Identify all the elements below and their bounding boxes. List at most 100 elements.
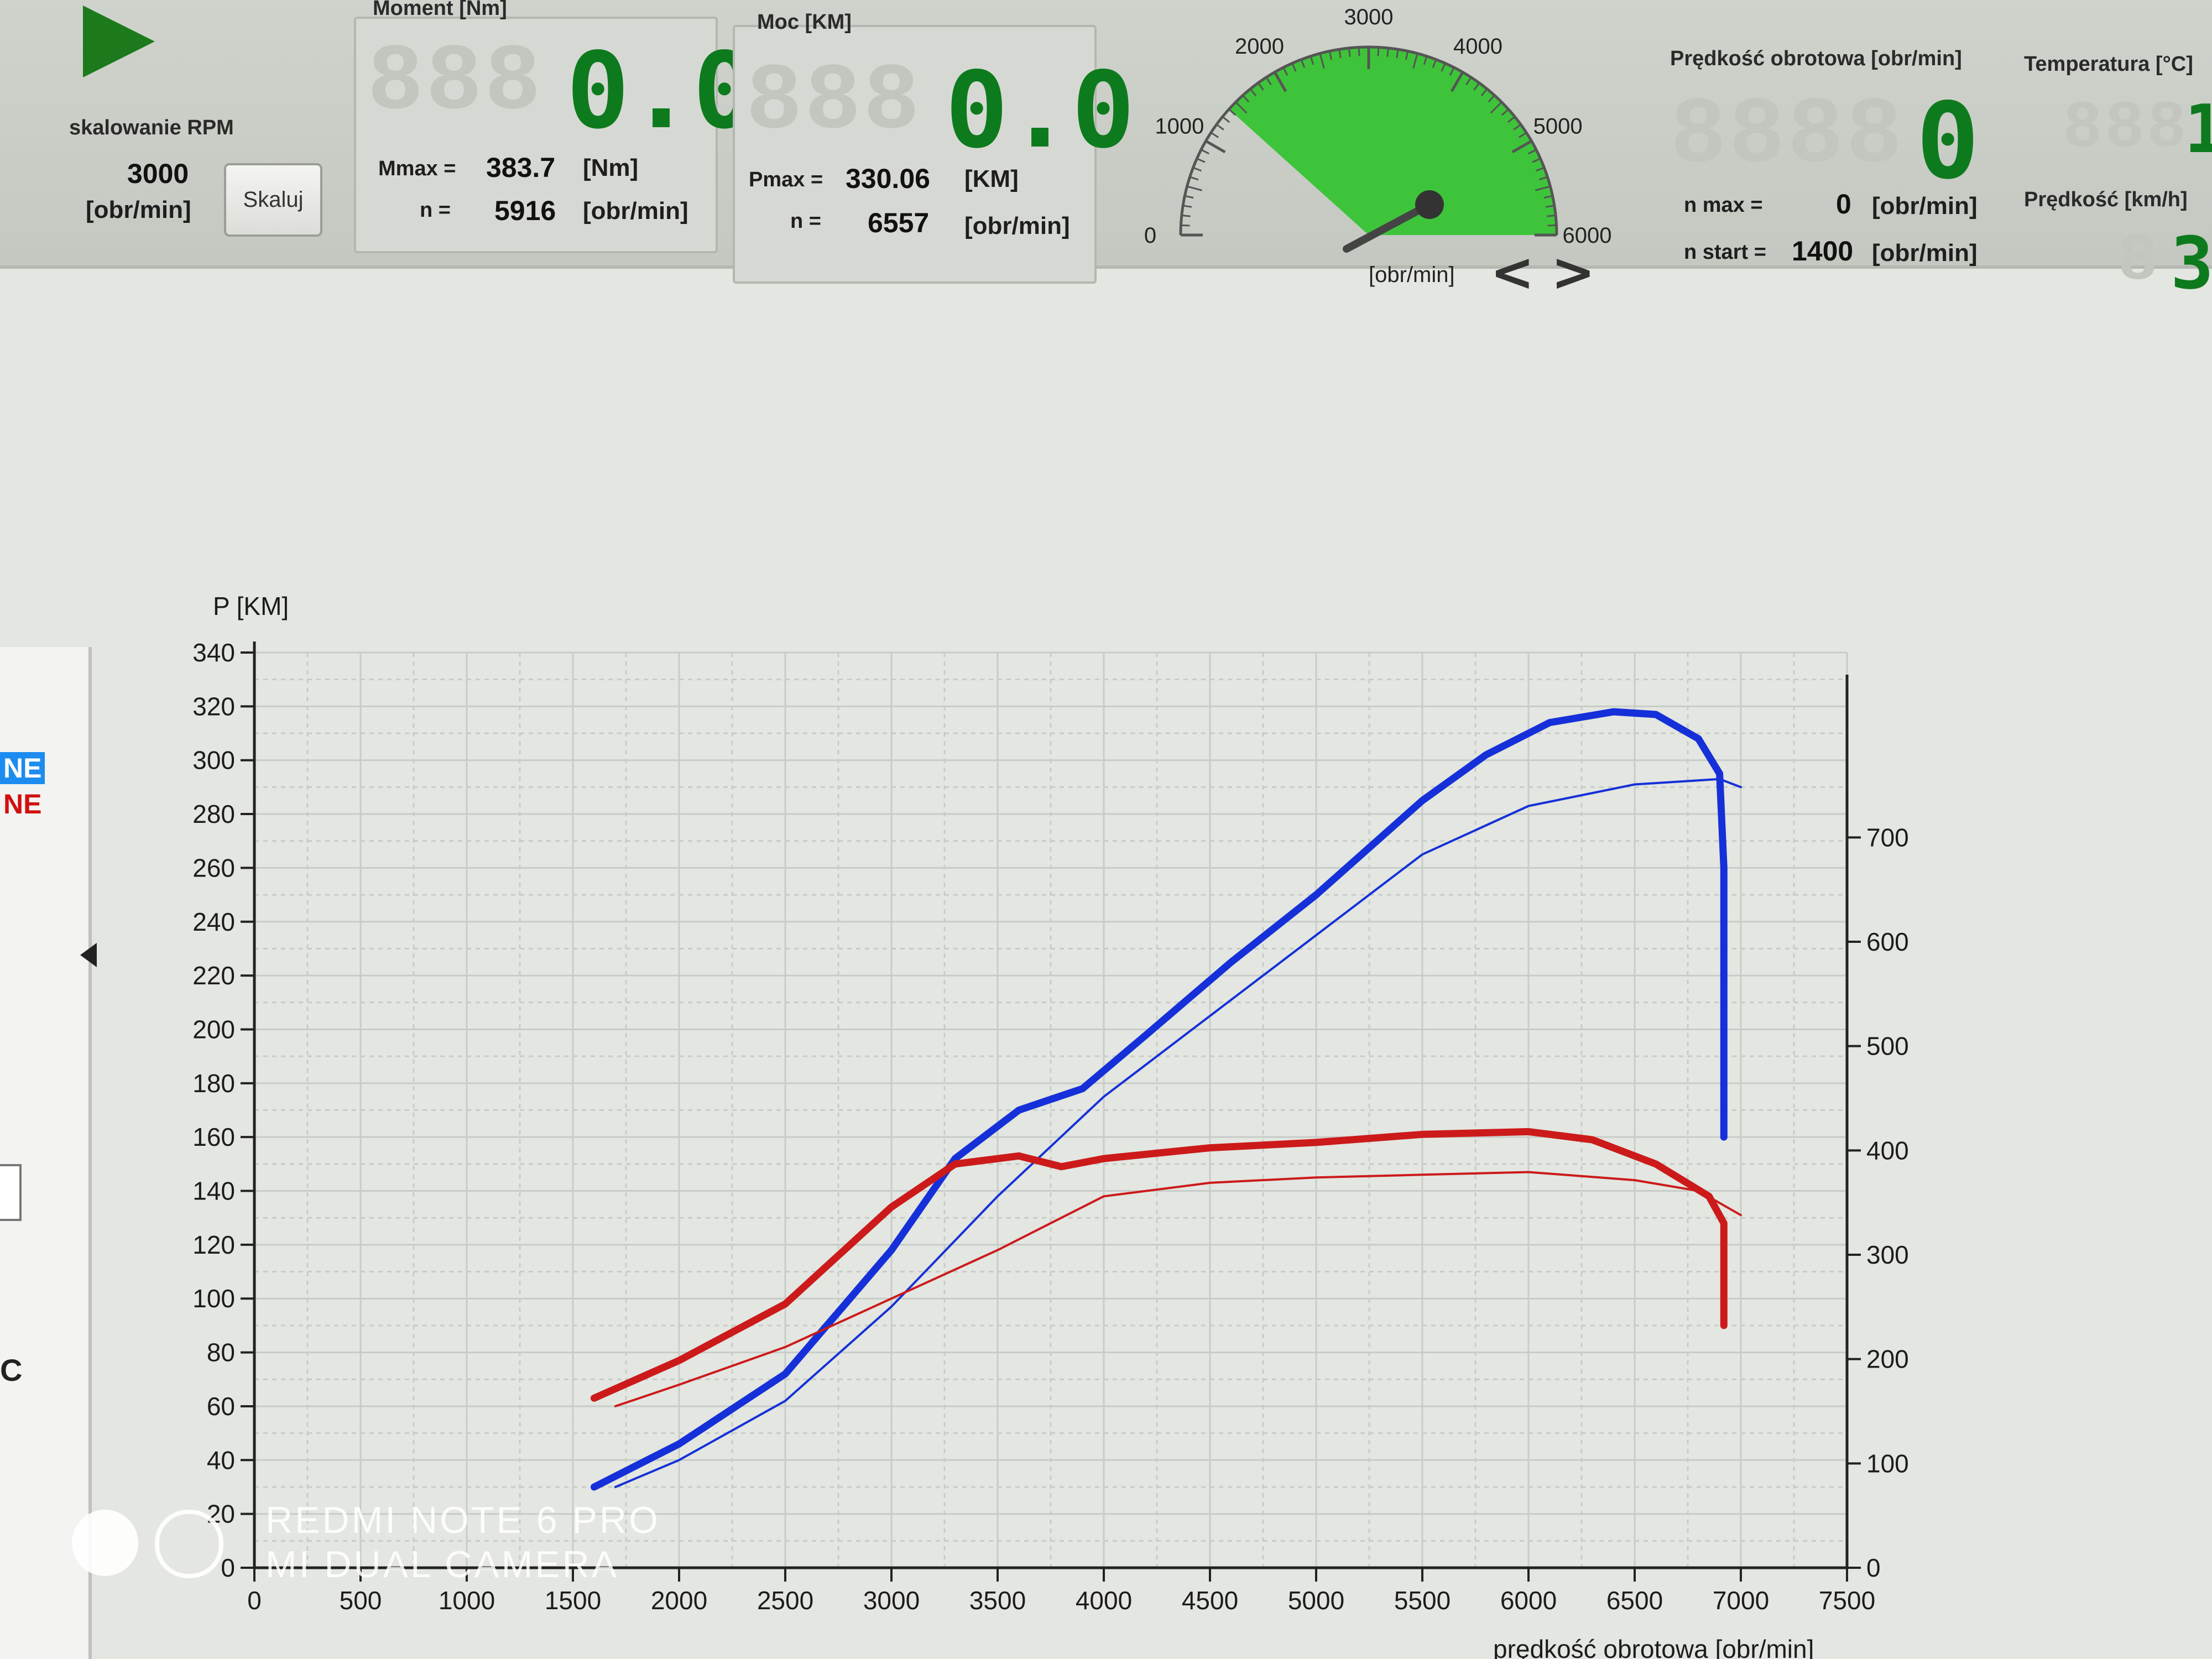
scale-button[interactable]: Skaluj bbox=[224, 163, 322, 237]
torque-max-label: Mmax = bbox=[378, 157, 456, 180]
x-tick-label: 4500 bbox=[1182, 1586, 1238, 1615]
torque-n-label: n = bbox=[420, 199, 451, 222]
x-tick-label: 7000 bbox=[1713, 1586, 1769, 1615]
gauge-tick bbox=[1328, 51, 1333, 60]
gauge-tick bbox=[1181, 224, 1190, 227]
gauge-tick bbox=[1501, 108, 1509, 116]
temp-value: 1 bbox=[2184, 91, 2212, 168]
gauge-tick bbox=[1181, 214, 1191, 217]
y2-tick-label: 0 bbox=[1866, 1553, 1881, 1582]
watermark-dot-ring bbox=[155, 1510, 223, 1578]
gauge-fill bbox=[1229, 47, 1557, 235]
y-tick-label: 180 bbox=[192, 1069, 235, 1098]
y-tick-label: 120 bbox=[192, 1230, 235, 1259]
torque-n-unit: [obr/min] bbox=[583, 197, 688, 225]
torque-ghost-digits: 888 bbox=[367, 30, 544, 137]
y2-tick-label: 300 bbox=[1866, 1240, 1909, 1269]
chart-series bbox=[590, 708, 1742, 1491]
power-ghost-digits: 888 bbox=[746, 49, 922, 156]
rpm-value: 0 bbox=[1916, 80, 1980, 202]
y-axis-title: P [KM] bbox=[213, 592, 289, 620]
speed-ghost-digit: 8 bbox=[2118, 224, 2161, 299]
side-field[interactable] bbox=[0, 1164, 22, 1221]
gauge-tick bbox=[1265, 77, 1272, 86]
gauge-tick bbox=[1310, 56, 1314, 65]
gauge-tick bbox=[1257, 82, 1264, 91]
y2-tick-label: 700 bbox=[1866, 823, 1909, 852]
gauge-tick bbox=[1507, 116, 1516, 123]
power-value: 0.0 bbox=[945, 49, 1135, 171]
rpm-panel: Prędkość obrotowa [obr/min] 8888 0 n max… bbox=[1659, 39, 1988, 299]
gauge-tick bbox=[1300, 59, 1306, 69]
side-letter-c: C bbox=[0, 1353, 23, 1387]
gauge-tick bbox=[1535, 166, 1545, 172]
scaling-unit: [obr/min] bbox=[86, 196, 191, 223]
chart-axes bbox=[253, 641, 1849, 1569]
x-tick-label: 6000 bbox=[1500, 1586, 1557, 1615]
legend-label-blue[interactable]: NE bbox=[0, 752, 45, 784]
gauge-tick bbox=[1480, 88, 1488, 97]
y2-tick-label: 600 bbox=[1866, 927, 1909, 956]
gauge-label: 1000 bbox=[1155, 114, 1204, 139]
y-tick-label: 160 bbox=[192, 1123, 235, 1151]
gauge-tick bbox=[1235, 101, 1248, 114]
y-tick-label: 340 bbox=[192, 638, 235, 667]
y-axis-ticks: 0204060801001201401601802002202402602803… bbox=[192, 638, 254, 1582]
gauge-tick bbox=[1228, 108, 1237, 116]
gauge-unit-label: [obr/min] bbox=[1369, 263, 1455, 287]
power-n-value: 6557 bbox=[868, 207, 930, 238]
rpm-ghost-digits: 8888 bbox=[1670, 83, 1905, 190]
y-tick-label: 240 bbox=[192, 907, 235, 936]
gauge-tick bbox=[1348, 48, 1351, 57]
watermark-line2: MI DUAL CAMERA bbox=[265, 1543, 619, 1585]
y-tick-label: 140 bbox=[192, 1177, 235, 1206]
y-tick-label: 300 bbox=[192, 746, 235, 775]
torque-max-value: 383.7 bbox=[486, 152, 556, 183]
x-tick-label: 7500 bbox=[1819, 1586, 1875, 1615]
y-tick-label: 60 bbox=[207, 1392, 235, 1421]
top-toolbar: skalowanie RPM 3000 [obr/min] Skaluj Mom… bbox=[0, 0, 2212, 305]
y-tick-label: 40 bbox=[207, 1446, 235, 1474]
x-axis-title: prędkość obrotowa [obr/min] bbox=[1493, 1635, 1814, 1659]
gauge-label: 0 bbox=[1144, 223, 1156, 248]
gauge-tick bbox=[1511, 139, 1532, 154]
gauge-tick bbox=[1291, 62, 1297, 72]
gauge-tick bbox=[1532, 158, 1541, 163]
rpm-nmax-value: 0 bbox=[1836, 189, 1851, 220]
collapse-arrow-icon[interactable] bbox=[80, 943, 97, 967]
gauge-tick bbox=[1441, 62, 1446, 72]
gauge-tick bbox=[1211, 132, 1219, 138]
power-max-label: Pmax = bbox=[749, 168, 823, 191]
gauge-next-arrow[interactable]: > bbox=[1551, 242, 1595, 303]
power-max-value: 330.06 bbox=[846, 163, 930, 194]
y2-tick-label: 100 bbox=[1866, 1449, 1909, 1478]
power-title: Moc [KM] bbox=[757, 11, 852, 34]
x-tick-label: 2000 bbox=[651, 1586, 707, 1615]
x-tick-label: 5500 bbox=[1394, 1586, 1451, 1615]
gauge-tick bbox=[1465, 77, 1472, 86]
rpm-nstart-label: n start = bbox=[1684, 241, 1766, 264]
gauge-labels: 0 1000 2000 3000 4000 5000 6000 bbox=[1144, 5, 1612, 248]
power-max-unit: [KM] bbox=[964, 165, 1019, 192]
series-line-2 bbox=[614, 778, 1742, 1488]
legend-label-red[interactable]: NE bbox=[3, 789, 42, 820]
gauge-ticks bbox=[1181, 47, 1557, 237]
y2-tick-label: 400 bbox=[1866, 1136, 1909, 1165]
torque-n-value: 5916 bbox=[494, 195, 556, 226]
play-icon[interactable] bbox=[83, 6, 155, 77]
gauge-prev-arrow[interactable]: < bbox=[1490, 242, 1535, 303]
gauge-tick bbox=[1423, 56, 1428, 65]
gauge-tick bbox=[1185, 195, 1194, 199]
gauge-tick bbox=[1193, 166, 1202, 172]
temp-ghost-digits: 888 bbox=[2063, 91, 2189, 166]
gauge-needle bbox=[1343, 201, 1433, 253]
gauge-tick bbox=[1242, 95, 1250, 103]
gauge-tick bbox=[1538, 176, 1548, 181]
speed-value: 3 bbox=[2171, 221, 2212, 305]
x-tick-label: 3500 bbox=[969, 1586, 1026, 1615]
gauge-tick bbox=[1535, 185, 1551, 191]
gauge-tick bbox=[1449, 67, 1455, 76]
gauge-tick bbox=[1187, 185, 1203, 191]
gauge-tick bbox=[1450, 71, 1464, 92]
y-tick-label: 260 bbox=[192, 853, 235, 882]
